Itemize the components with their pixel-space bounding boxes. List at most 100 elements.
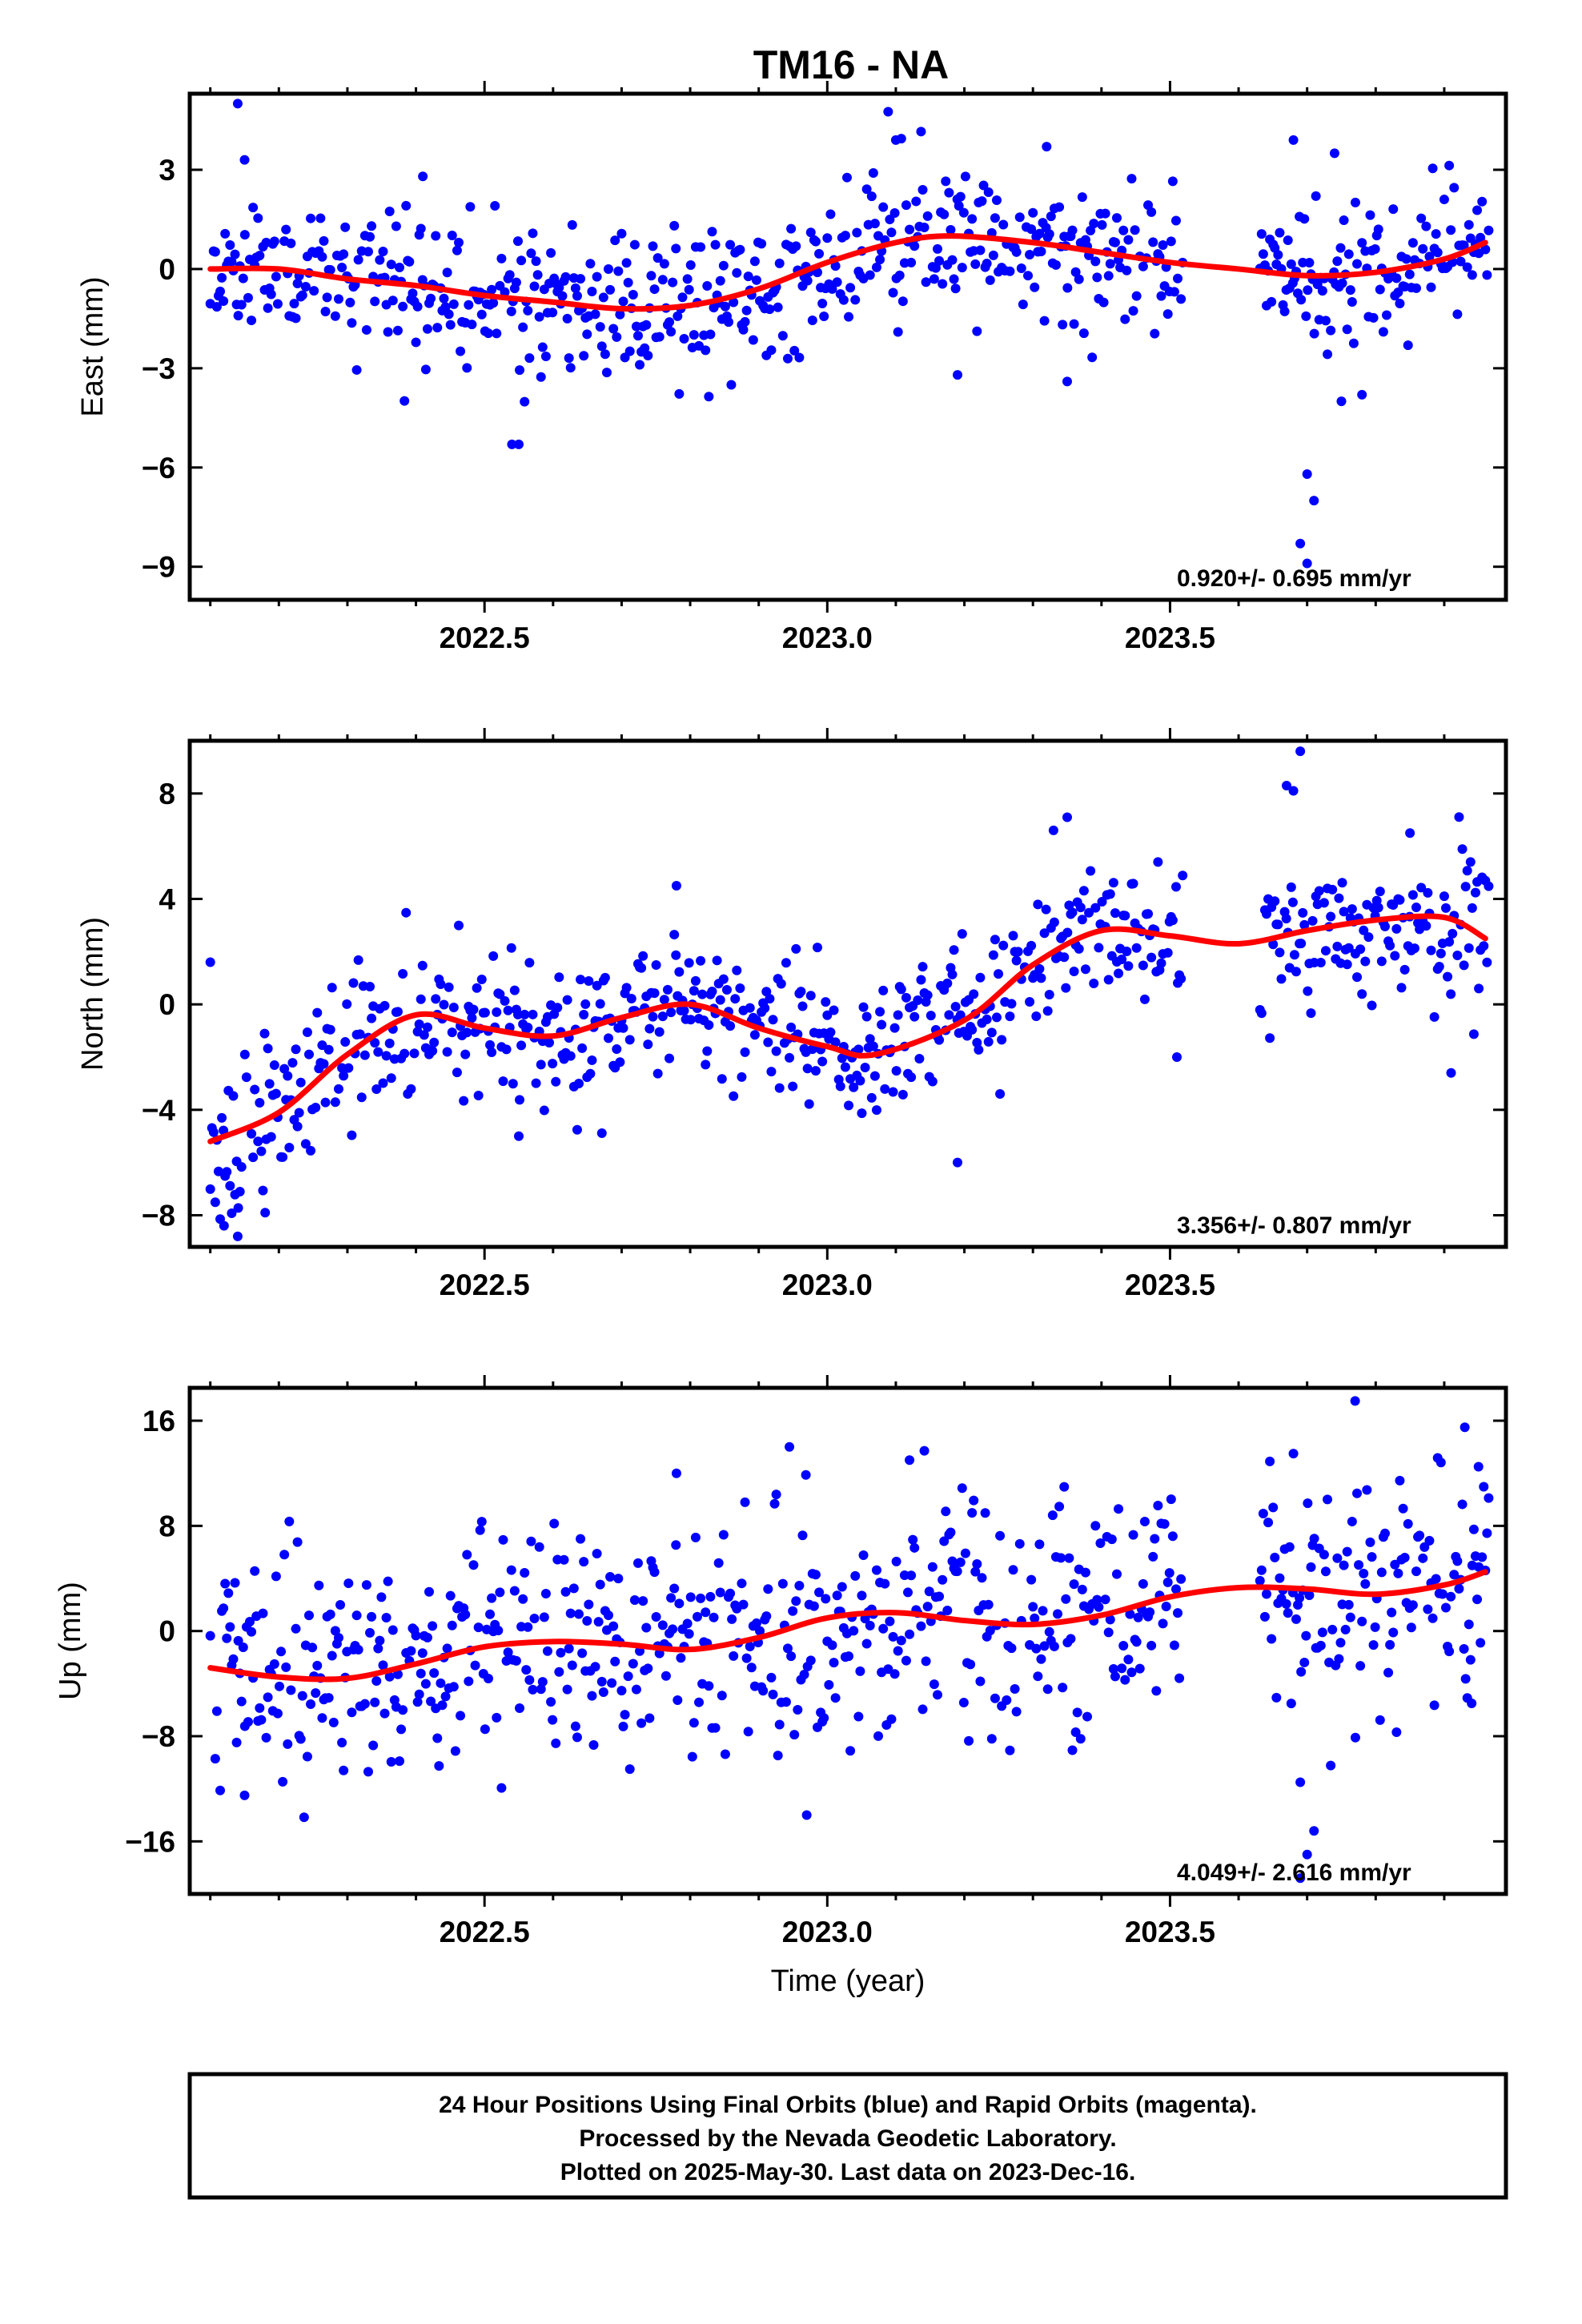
north-data-point xyxy=(889,1023,900,1033)
north-data-point xyxy=(735,983,745,994)
east-data-point-outlier xyxy=(1288,135,1299,145)
east-data-point xyxy=(1069,319,1079,329)
north-data-point xyxy=(997,1035,1007,1045)
north-data-point xyxy=(927,1076,938,1087)
north-data-point xyxy=(1077,915,1087,925)
north-data-point xyxy=(462,1027,472,1038)
east-data-point xyxy=(1103,271,1114,281)
up-data-point xyxy=(1320,1566,1331,1577)
north-data-point xyxy=(414,1019,424,1030)
up-data-point xyxy=(1296,1667,1307,1677)
north-data-point xyxy=(386,1073,396,1084)
north-data-point xyxy=(704,1020,714,1031)
east-data-point xyxy=(1025,250,1035,260)
east-data-point-outlier xyxy=(1295,538,1306,549)
east-data-point xyxy=(1335,243,1346,253)
north-data-point xyxy=(840,1062,850,1072)
east-data-point xyxy=(1158,239,1168,250)
east-data-point xyxy=(751,275,761,285)
north-data-point xyxy=(1444,937,1455,947)
east-data-point xyxy=(917,184,928,195)
north-data-point xyxy=(208,1127,219,1137)
up-data-point xyxy=(297,1691,307,1701)
up-data-point xyxy=(1379,1528,1390,1538)
north-data-point xyxy=(1320,946,1331,956)
up-data-point xyxy=(464,1676,474,1687)
up-data-point xyxy=(1411,1566,1422,1577)
north-data-point-outlier xyxy=(671,881,681,891)
north-data-point xyxy=(392,1007,403,1017)
up-data-point xyxy=(562,1684,572,1695)
up-data-point xyxy=(219,1603,229,1614)
east-data-point xyxy=(701,345,711,356)
up-data-point xyxy=(381,1613,391,1623)
east-data-point xyxy=(888,287,898,298)
north-data-point xyxy=(453,920,464,931)
up-data-point xyxy=(729,1651,739,1661)
east-data-point xyxy=(567,219,577,230)
north-data-point xyxy=(302,1027,312,1037)
east-data-point xyxy=(668,277,678,287)
north-data-point xyxy=(428,1046,438,1056)
north-data-point xyxy=(325,1024,335,1035)
east-data-point xyxy=(1439,195,1449,205)
north-data-point xyxy=(718,974,729,984)
east-data-point xyxy=(930,263,941,273)
east-data-point xyxy=(416,223,426,234)
up-data-point xyxy=(312,1660,323,1671)
east-data-point xyxy=(590,309,600,320)
up-data-point xyxy=(1061,1594,1071,1604)
north-data-point xyxy=(877,1019,887,1030)
north-ytick-label: 4 xyxy=(159,883,175,916)
north-data-point xyxy=(1281,914,1291,924)
east-data-point xyxy=(512,236,523,247)
east-data-point xyxy=(623,277,633,287)
up-data-point xyxy=(1146,1640,1157,1651)
north-data-point xyxy=(1108,878,1118,888)
north-data-point xyxy=(592,980,602,991)
up-data-point xyxy=(1259,1611,1270,1622)
up-data-point xyxy=(1406,1622,1416,1633)
east-data-point xyxy=(300,282,311,292)
up-data-point xyxy=(1042,1684,1053,1695)
up-data-point xyxy=(710,1723,721,1733)
north-data-point xyxy=(1373,903,1383,913)
east-data-point xyxy=(777,331,788,341)
east-data-point xyxy=(1424,251,1435,262)
up-data-point xyxy=(361,1580,371,1590)
north-data-point xyxy=(685,1015,696,1025)
east-data-point xyxy=(960,171,970,182)
up-ytick-label: −16 xyxy=(125,1825,175,1858)
east-data-point xyxy=(1452,309,1463,320)
up-data-point xyxy=(278,1776,288,1787)
east-data-point xyxy=(1130,225,1140,235)
east-data-point xyxy=(654,332,665,342)
north-data-point xyxy=(763,1037,773,1047)
east-data-point xyxy=(610,235,620,246)
east-data-point xyxy=(1016,263,1026,274)
up-data-point xyxy=(521,1665,532,1675)
east-data-point xyxy=(932,243,942,254)
north-data-point xyxy=(205,1184,215,1194)
north-data-point xyxy=(1342,959,1352,970)
up-data-point xyxy=(649,1567,660,1578)
east-data-point xyxy=(392,325,403,336)
up-data-point xyxy=(292,1537,303,1547)
up-data-point xyxy=(880,1578,890,1589)
east-data-point xyxy=(452,245,462,255)
up-data-point xyxy=(492,1712,502,1723)
north-data-point xyxy=(381,1051,391,1061)
up-data-point xyxy=(261,1732,271,1743)
north-data-point xyxy=(1110,908,1120,919)
up-data-point xyxy=(1299,1657,1310,1667)
up-data-point xyxy=(283,1739,293,1749)
east-data-point xyxy=(483,328,493,339)
east-data-point xyxy=(841,172,852,183)
north-data-point xyxy=(1276,974,1287,984)
north-data-point xyxy=(944,1010,954,1020)
east-data-point xyxy=(306,213,316,223)
east-data-point xyxy=(412,301,423,312)
up-data-point xyxy=(572,1732,582,1743)
up-data-point xyxy=(888,1631,898,1642)
up-data-point xyxy=(1407,1600,1418,1610)
